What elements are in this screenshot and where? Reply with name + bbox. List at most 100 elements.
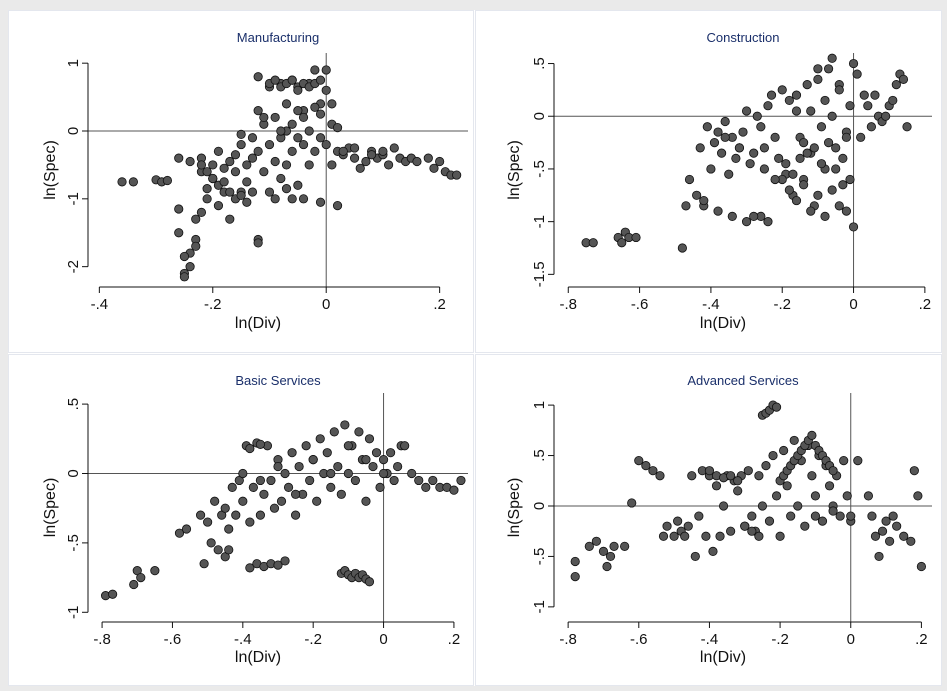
panel-4-data-point	[711, 481, 722, 491]
panel-4-data-point	[824, 481, 835, 491]
panel-1-data-point	[259, 167, 269, 177]
panel-4-data-point	[768, 450, 778, 461]
panel-4-y-tick-label: .5	[531, 449, 548, 462]
panel-4-data-point	[690, 551, 700, 562]
panel-2-data-point	[823, 64, 834, 74]
panel-4-data-point	[648, 466, 658, 476]
panel-1-data-point	[366, 150, 377, 160]
panel-4-data-point	[570, 556, 580, 567]
panel-1-data-point	[315, 197, 326, 207]
panel-2-data-point	[845, 101, 855, 111]
panel-1-x-tick-label: 0	[322, 296, 330, 313]
panel-2-x-axis-title: ln(Div)	[700, 315, 746, 332]
panel-1-data-point	[304, 126, 314, 136]
panel-1-data-point	[293, 133, 303, 143]
panel-4-data-point	[771, 491, 782, 501]
panel-2-data-point	[763, 217, 773, 227]
panel-2-y-tick-label: 0	[531, 112, 548, 120]
panel-3-data-point	[371, 448, 382, 458]
panel-4-data-point	[584, 541, 594, 551]
panel-1-data-point	[236, 129, 246, 139]
panel-1-y-tick-label: 1	[65, 59, 82, 67]
panel-2-data-point	[720, 116, 730, 127]
panel-1-data-point	[191, 241, 201, 251]
panel-2-data-point	[717, 148, 727, 158]
panel-3-data-point	[181, 524, 192, 534]
panel-2-data-point	[777, 85, 787, 95]
panel-1-y-axis-title: ln(Spec)	[42, 140, 59, 200]
panel-2-data-point	[820, 211, 830, 221]
panel-1-data-point	[349, 143, 360, 153]
panel-3-data-point	[283, 482, 294, 492]
panel-2-y-tick-label: -.5	[531, 160, 548, 178]
panel-1-data-point	[196, 160, 207, 170]
panel-4-data-point	[641, 461, 651, 471]
panel-2-data-point	[898, 74, 909, 84]
panel-1-data-point	[230, 167, 241, 177]
panel-1-title: Manufacturing	[237, 30, 319, 45]
panel-2-data-point	[813, 74, 823, 84]
panel-4-data-point	[757, 501, 768, 511]
panel-1-data-point	[247, 187, 258, 197]
panel-2-data-point	[841, 132, 852, 142]
panel-1-data-point	[287, 75, 297, 85]
panel-4-data-point	[715, 531, 725, 541]
panel-2-data-point	[806, 206, 816, 216]
panel-3-y-tick-label: .5	[65, 398, 82, 411]
panel-4-x-tick-label: -.6	[630, 631, 648, 648]
panel-4-data-point	[771, 402, 782, 412]
panel-1-data-point	[281, 184, 292, 194]
panel-4-data-point	[701, 531, 711, 541]
panel-3-data-point	[364, 434, 375, 444]
panel-4-data-point	[881, 516, 891, 526]
panel-2-data-point	[734, 143, 745, 153]
panel-4-x-axis-title: ln(Div)	[700, 649, 746, 666]
panel-4-data-point	[726, 471, 736, 481]
panel-4-data-point	[669, 531, 679, 541]
panel-4-data-point	[810, 491, 821, 501]
panel-4-data-point	[892, 521, 902, 531]
panel-2-data-point	[838, 153, 848, 164]
panel-3-data-point	[400, 441, 410, 451]
panel-2-data-point	[816, 122, 827, 132]
panel-1-data-point	[213, 146, 224, 156]
panel-1-data-point	[287, 146, 297, 156]
panel-2-data-point	[902, 122, 912, 132]
panel-4-y-tick-label: -1	[531, 600, 548, 613]
panel-4-data-point	[775, 531, 785, 541]
panel-2-data-point	[795, 153, 805, 164]
panel-3-data-point	[245, 517, 255, 527]
panel-3-data-point	[428, 475, 438, 486]
panel-1-y-tick-label: 0	[65, 127, 82, 135]
panel-1-data-point	[185, 262, 195, 272]
panel-4-data-point	[704, 466, 715, 476]
panel-3-data-point	[449, 485, 459, 495]
panel-4-data-point	[627, 498, 637, 508]
panel-3-data-point	[259, 489, 269, 499]
panel-4-y-tick-label: 0	[531, 502, 548, 510]
panel-2-data-point	[791, 195, 802, 206]
panel-2-data-point	[870, 90, 880, 100]
panel-3-data-point	[361, 496, 371, 506]
panel-4-data-point	[800, 521, 810, 531]
panel-3-y-tick-label: -1	[65, 606, 82, 619]
panel-4-data-point	[658, 531, 669, 541]
panel-3-data-point	[129, 579, 139, 590]
panel-4-data-point	[828, 466, 838, 476]
panel-2-data-point	[738, 127, 748, 137]
panel-2-data-point	[852, 69, 862, 79]
panel-3-data-point	[203, 517, 213, 527]
panel-2-data-point	[809, 143, 819, 153]
panel-1-data-point	[253, 106, 263, 116]
panel-1-data-point	[327, 99, 337, 109]
panel-1-data-point	[429, 163, 439, 173]
panel-1-data-point	[270, 156, 280, 167]
panel-3-data-point	[227, 482, 237, 492]
panel-2-data-point	[695, 143, 705, 153]
panel-1-data-point	[327, 160, 337, 170]
panel-1-data-point	[174, 228, 184, 238]
panel-1-data-point	[315, 109, 326, 119]
panel-3-data-point	[329, 427, 339, 437]
panel-2-data-point	[784, 185, 794, 195]
panel-4-data-point	[842, 491, 852, 501]
